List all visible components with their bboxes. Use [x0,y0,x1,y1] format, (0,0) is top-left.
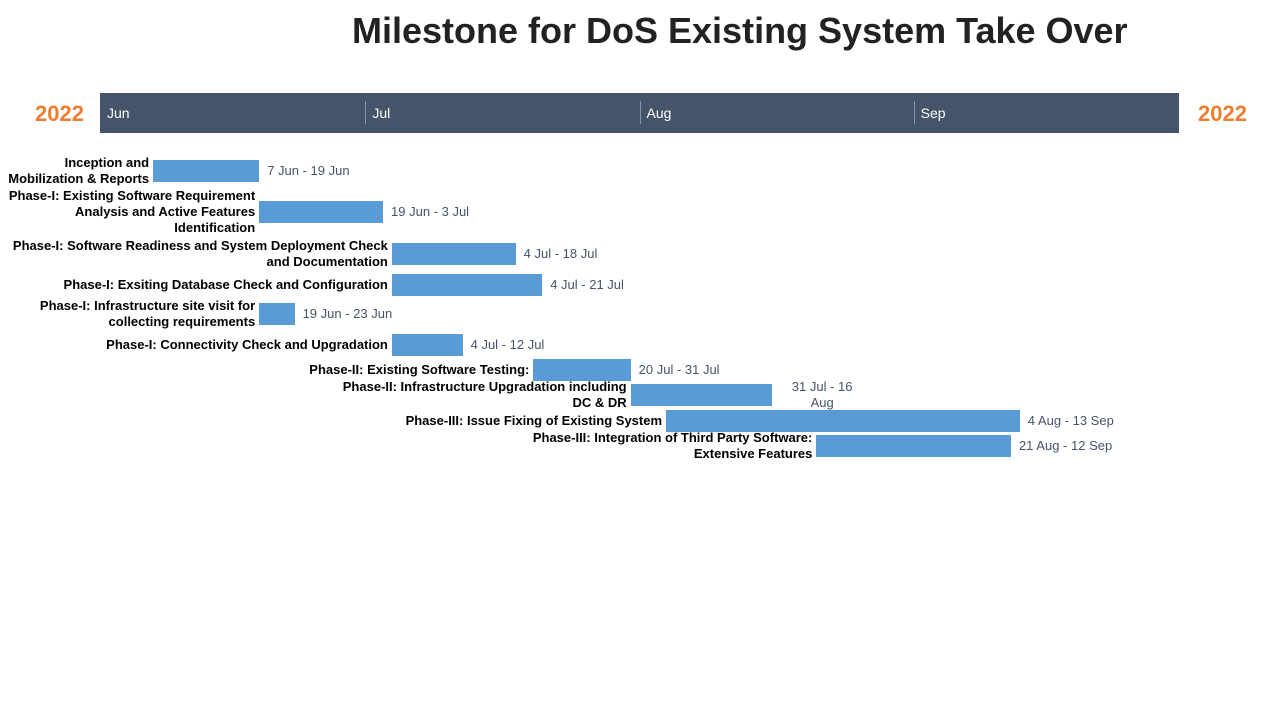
task-bar[interactable] [259,201,383,223]
year-label-left: 2022 [35,101,84,126]
month-label: Jul [372,105,391,121]
timeline-band: Jun Jul Aug Sep [100,93,1179,133]
task-label: Phase-I: Connectivity Check and Upgradat… [106,337,388,352]
chart-title: Milestone for DoS Existing System Take O… [352,10,1128,51]
task-bar[interactable] [391,274,543,296]
task-date-label: 21 Aug - 12 Sep [1018,438,1113,453]
task-bar[interactable] [391,243,516,265]
task-date-label: 4 Jul - 21 Jul [550,277,624,292]
task-date-label: 19 Jun - 23 Jun [302,306,393,321]
task-date-label: 31 Jul - 16 Aug [791,379,853,410]
task-label: Phase-II: Infrastructure Upgradation inc… [342,379,627,410]
month-label: Aug [646,105,672,121]
task-label: Phase-I: Existing Software Requirement A… [8,188,256,235]
task-label: Phase-III: Issue Fixing of Existing Syst… [405,413,663,428]
year-label-right: 2022 [1198,101,1247,126]
task-label: Phase-II: Existing Software Testing: [309,362,530,377]
task-date-label: 7 Jun - 19 Jun [267,163,350,178]
task-date-label: 19 Jun - 3 Jul [391,204,470,219]
month-divider [639,101,641,124]
task-label: Inception and Mobilization & Reports [8,155,150,186]
task-label: Phase-III: Integration of Third Party So… [532,430,813,461]
task-bar[interactable] [153,160,260,182]
task-bar[interactable] [816,435,1011,457]
month-divider [913,101,915,124]
task-date-label: 4 Jul - 12 Jul [470,337,545,352]
task-bar[interactable] [391,334,463,356]
task-date-label: 4 Jul - 18 Jul [523,246,598,261]
month-label: Jun [107,105,130,121]
task-date-label: 4 Aug - 13 Sep [1027,413,1114,428]
task-date-label: 20 Jul - 31 Jul [638,362,720,377]
task-label: Phase-I: Software Readiness and System D… [12,238,388,269]
task-bar[interactable] [666,410,1020,432]
task-label: Phase-I: Exsiting Database Check and Con… [63,277,388,292]
month-divider [365,101,367,124]
task-bar[interactable] [259,303,295,325]
task-bar[interactable] [630,384,773,406]
task-bar[interactable] [533,359,631,381]
task-label: Phase-I: Infrastructure site visit for c… [39,298,256,329]
month-label: Sep [920,105,946,121]
